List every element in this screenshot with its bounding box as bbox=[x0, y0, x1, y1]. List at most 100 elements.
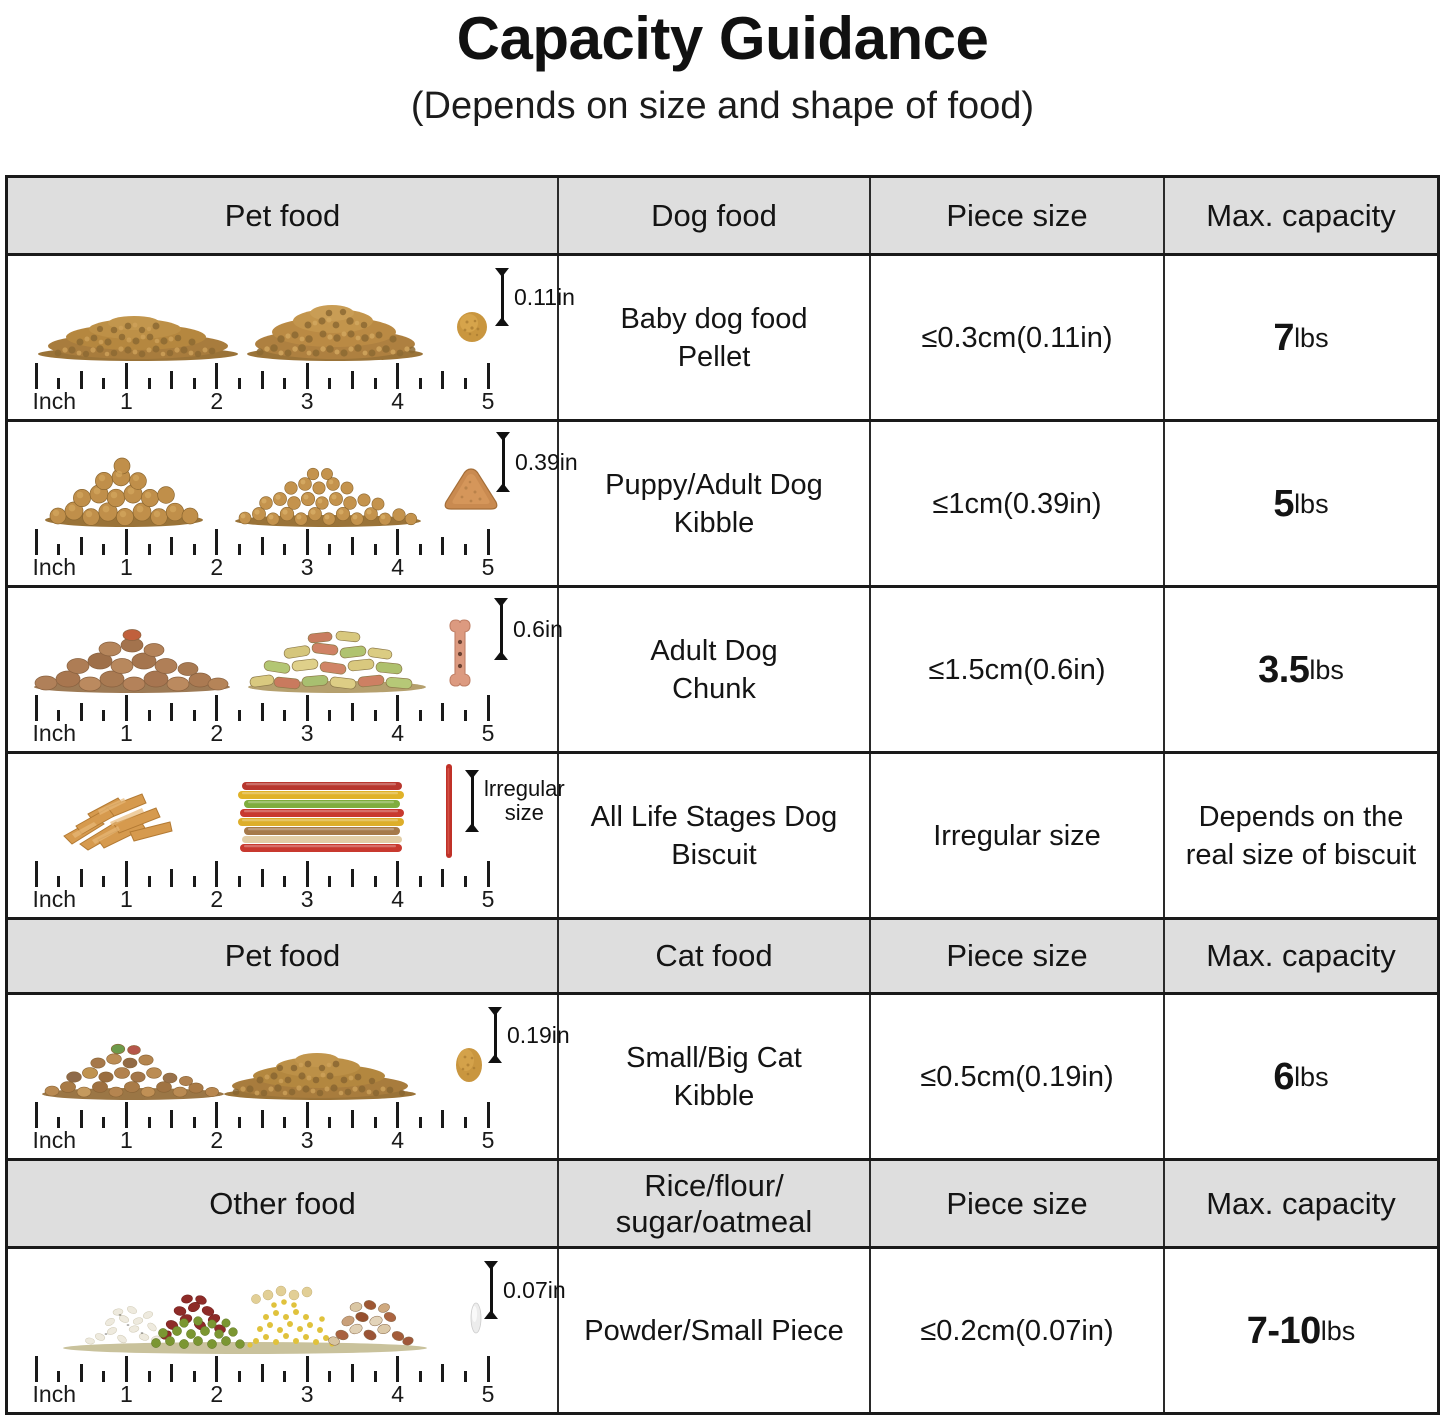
ruler-labels: Inch 1 2 3 4 5 bbox=[33, 1127, 495, 1153]
ruler-tick bbox=[192, 544, 196, 555]
ruler-tick bbox=[328, 544, 332, 555]
ruler-label: 4 bbox=[391, 388, 404, 414]
measure-label: 0.07in bbox=[503, 1277, 566, 1303]
ruler-tick bbox=[486, 1356, 490, 1382]
ruler-tick bbox=[305, 861, 309, 887]
ruler-label: 1 bbox=[119, 1127, 133, 1153]
table-row: 0.39in Inch 1 2 3 4 5 Puppy/Adult Dog Kibble … bbox=[8, 419, 1437, 585]
ruler-tick bbox=[283, 378, 287, 389]
ruler-tick bbox=[147, 876, 151, 887]
ruler-tick bbox=[441, 869, 445, 887]
ruler-label: 4 bbox=[391, 720, 404, 746]
ruler-tick bbox=[373, 1117, 377, 1128]
ruler-tick bbox=[350, 537, 354, 555]
max-capacity-value: 7 lbs bbox=[1165, 256, 1437, 419]
ruler-label: 4 bbox=[391, 554, 404, 580]
ruler-label: Inch bbox=[32, 1381, 77, 1407]
ruler-label: 1 bbox=[119, 1381, 133, 1407]
ruler-tick bbox=[283, 876, 287, 887]
piece-size-value: Irregular size bbox=[871, 754, 1165, 917]
ruler-tick bbox=[260, 371, 264, 389]
ruler-tick bbox=[373, 710, 377, 721]
cat-kibble-pile-right bbox=[222, 1043, 418, 1101]
ruler-tick bbox=[373, 378, 377, 389]
red-stick-sample bbox=[443, 762, 455, 860]
ruler-tick bbox=[147, 710, 151, 721]
ruler-tick bbox=[102, 876, 106, 887]
measure-label: 0.39in bbox=[515, 449, 578, 475]
max-capacity-value: 5 lbs bbox=[1165, 422, 1437, 585]
ruler-label: 2 bbox=[210, 1381, 224, 1407]
food-name-line1: All Life Stages Dog bbox=[590, 800, 838, 833]
food-type-name: Powder/Small Piece bbox=[559, 1249, 871, 1412]
ruler-label: 4 bbox=[391, 886, 404, 912]
food-name-line2: Kibble bbox=[673, 1079, 755, 1112]
ruler-tick bbox=[260, 703, 264, 721]
ruler-tick bbox=[215, 695, 219, 721]
table-row: 0.19in Inch 1 2 3 4 5 Small/Big Cat Kibble ≤0… bbox=[8, 992, 1437, 1158]
ruler-tick bbox=[57, 1117, 61, 1128]
ruler-tick bbox=[283, 1371, 287, 1382]
table-row: 0.11in Inch 1 2 3 4 5 Baby dog food Pellet ≤0… bbox=[8, 253, 1437, 419]
header-piece-size: Piece size bbox=[871, 178, 1165, 253]
measure-label: lrregular size bbox=[484, 777, 565, 825]
ruler-tick bbox=[79, 703, 83, 721]
header-piece-size: Piece size bbox=[871, 1161, 1165, 1246]
ruler-tick bbox=[237, 378, 241, 389]
ruler-tick bbox=[350, 869, 354, 887]
capacity-line1: Depends on the bbox=[1198, 800, 1404, 833]
capacity-number: 5 bbox=[1273, 482, 1295, 525]
ruler-tick bbox=[237, 1117, 241, 1128]
ruler-label: 5 bbox=[481, 886, 495, 912]
measure-label: 0.11in bbox=[514, 284, 575, 310]
ruler-tick bbox=[396, 363, 400, 389]
food-name-line2: Biscuit bbox=[671, 838, 757, 871]
food-photos: lrregular size bbox=[18, 754, 565, 862]
cat-kibble-pile-left bbox=[40, 1039, 226, 1101]
table-header-cat: Pet food Cat food Piece size Max. capaci… bbox=[8, 917, 1437, 992]
header-pet-food: Pet food bbox=[8, 178, 559, 253]
food-photos: 0.39in bbox=[18, 422, 578, 530]
ruler-label: 3 bbox=[300, 388, 314, 414]
ruler-tick bbox=[170, 1110, 174, 1128]
ruler-tick bbox=[463, 1371, 467, 1382]
inch-ruler: Inch 1 2 3 4 5 bbox=[32, 1354, 494, 1407]
capacity-line2: real size of biscuit bbox=[1185, 838, 1417, 871]
measure-label: 0.6in bbox=[513, 616, 563, 642]
ruler-tick bbox=[192, 1117, 196, 1128]
ruler-tick bbox=[170, 1364, 174, 1382]
header-piece-size: Piece size bbox=[871, 920, 1165, 992]
header-dog-food: Dog food bbox=[559, 178, 871, 253]
ruler-tick bbox=[147, 378, 151, 389]
ruler-tick bbox=[34, 1356, 38, 1382]
single-pellet-sample bbox=[455, 310, 489, 344]
kibble-pile-left bbox=[36, 304, 241, 362]
ruler-labels: Inch 1 2 3 4 5 bbox=[33, 886, 495, 912]
max-capacity-value: 7-10 lbs bbox=[1165, 1249, 1437, 1412]
ruler-label: Inch bbox=[32, 554, 77, 580]
ruler-label: 3 bbox=[300, 720, 314, 746]
ruler-tick bbox=[102, 710, 106, 721]
table-row: lrregular size Inch 1 2 3 4 5 All Life Stages… bbox=[8, 751, 1437, 917]
ruler-tick bbox=[305, 1102, 309, 1128]
ruler-tick bbox=[350, 1110, 354, 1128]
piece-size-value: ≤0.2cm(0.07in) bbox=[871, 1249, 1165, 1412]
piece-size-value: ≤0.3cm(0.11in) bbox=[871, 256, 1165, 419]
food-name-line1: Adult Dog bbox=[650, 634, 778, 667]
header-max-capacity: Max. capacity bbox=[1206, 1185, 1396, 1221]
food-name-line1: Puppy/Adult Dog bbox=[605, 468, 823, 501]
ruler-tick bbox=[418, 544, 422, 555]
capacity-table: Pet food Dog food Piece size Max. capaci… bbox=[5, 175, 1440, 1415]
ruler-tick bbox=[79, 537, 83, 555]
ruler-tick bbox=[124, 861, 128, 887]
ruler-ticks bbox=[34, 361, 490, 389]
ruler-tick bbox=[328, 1117, 332, 1128]
ruler-label: 5 bbox=[481, 1381, 495, 1407]
ruler-ticks bbox=[34, 527, 490, 555]
ruler-label: 1 bbox=[119, 388, 133, 414]
ruler-tick bbox=[463, 710, 467, 721]
ruler-tick bbox=[396, 529, 400, 555]
header-pet-food: Pet food bbox=[8, 920, 559, 992]
chunk-pile-left bbox=[32, 626, 232, 694]
food-photos: 0.6in bbox=[18, 588, 563, 696]
